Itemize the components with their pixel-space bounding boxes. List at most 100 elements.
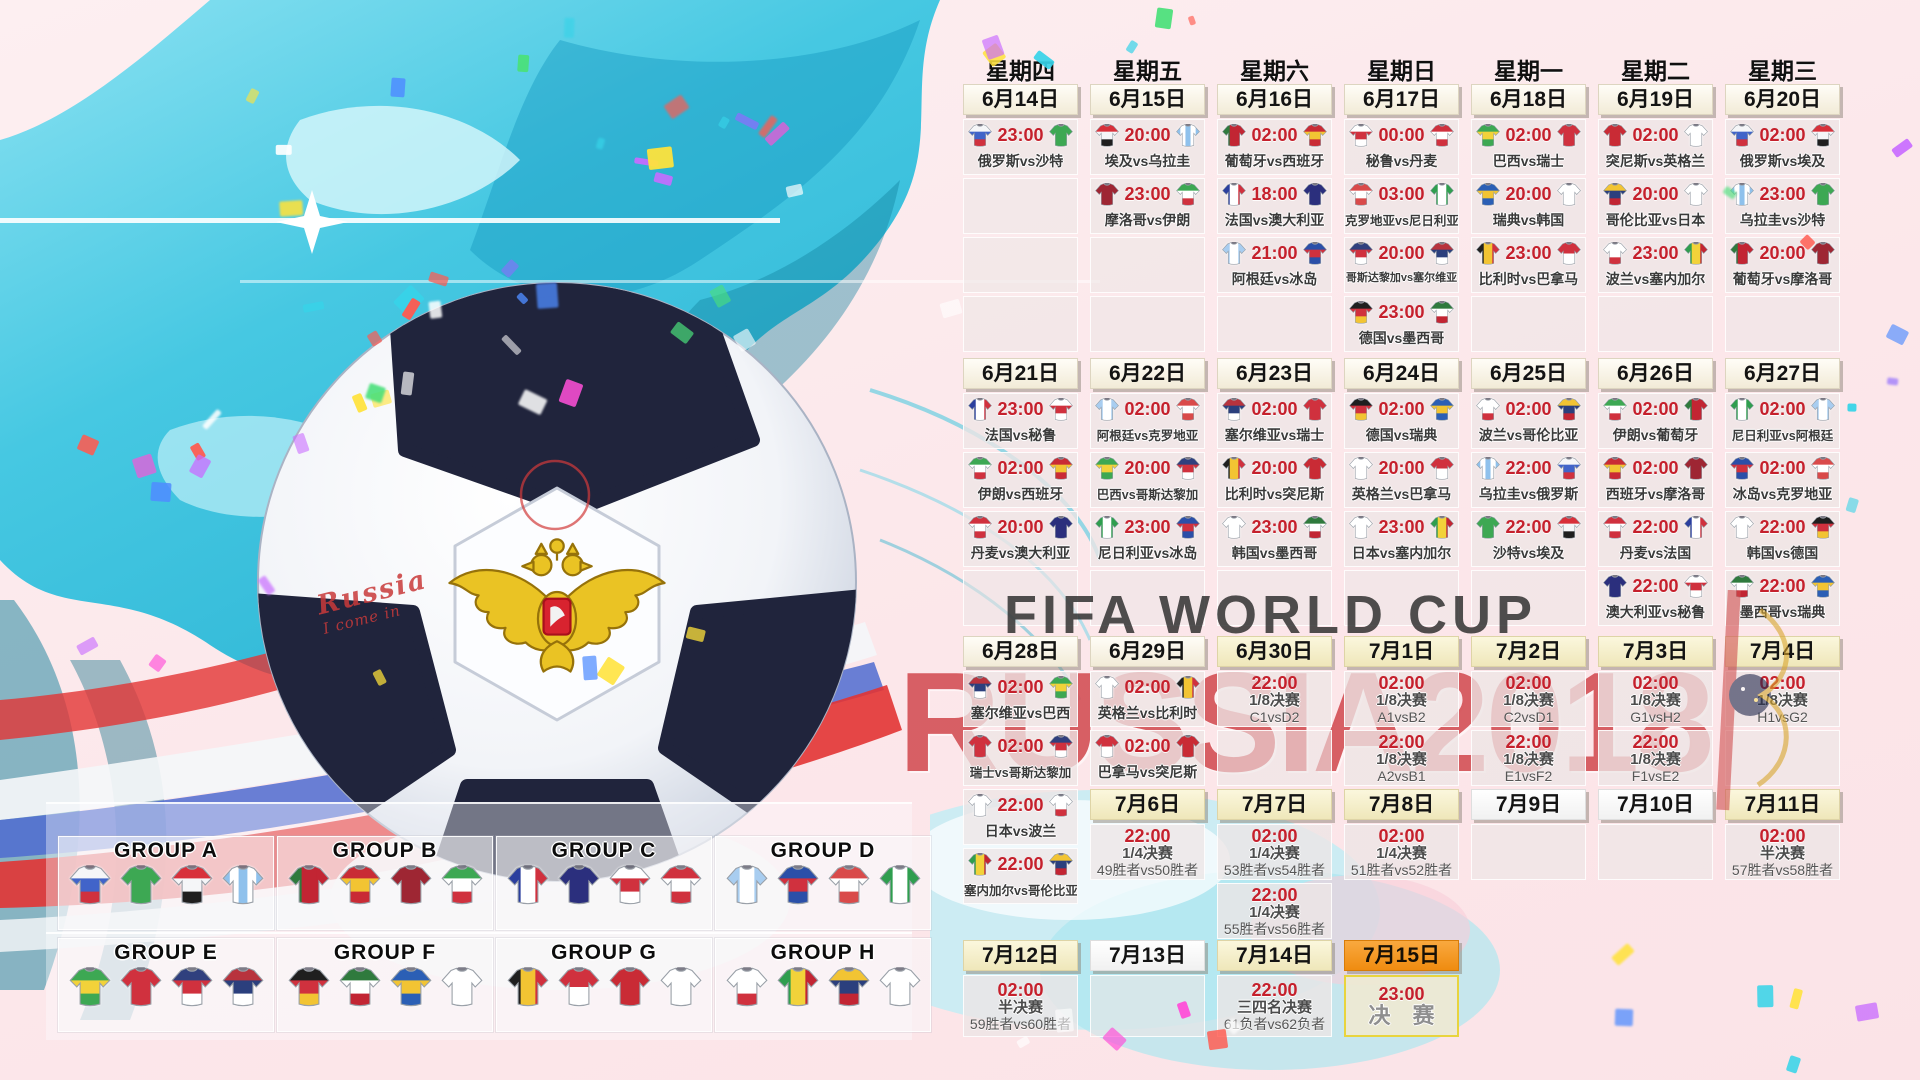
match-teams: 日本vs波兰	[984, 823, 1057, 839]
jersey-icon	[1730, 456, 1754, 480]
match-teams: 澳大利亚vs秘鲁	[1605, 604, 1706, 620]
jersey-icon	[1811, 515, 1835, 539]
confetti-piece	[1845, 496, 1859, 514]
date-header: 6月14日	[963, 84, 1078, 115]
pairing-label: 53胜者vs54胜者	[1223, 861, 1326, 878]
match-time: 20:00	[997, 516, 1044, 537]
match-cell: 02:00 波兰vs哥伦比亚	[1471, 393, 1586, 449]
confetti-piece	[1614, 1009, 1634, 1027]
confetti-piece	[279, 200, 304, 217]
match-time: 00:00	[1378, 124, 1425, 145]
jersey-icon	[1303, 456, 1327, 480]
jersey-icon	[440, 865, 483, 905]
weekday-label: 星期五	[1113, 58, 1182, 84]
jersey-icon	[1476, 456, 1500, 480]
jersey-icon	[1095, 397, 1119, 421]
confetti-piece	[1154, 6, 1175, 30]
date-header: 7月3日	[1598, 636, 1713, 667]
match-cell: 22:00 日本vs波兰	[963, 789, 1078, 845]
match-teams: 乌拉圭vs俄罗斯	[1478, 486, 1579, 502]
knockout-cell: 22:00 1/8决赛 F1vsE2	[1598, 730, 1713, 786]
day-column: 7月8日 02:00 1/4决赛 51胜者vs52胜者	[1344, 789, 1459, 883]
jersey-icon	[1476, 123, 1500, 147]
group-name: GROUP F	[333, 941, 437, 964]
match-cell: 23:00 法国vs秘鲁	[963, 393, 1078, 449]
confetti-piece	[1890, 138, 1913, 158]
jersey-icon	[1684, 574, 1708, 598]
jersey-icon	[968, 397, 992, 421]
group-jerseys	[68, 967, 265, 1007]
jersey-icon	[1476, 182, 1500, 206]
jersey-icon	[1176, 182, 1200, 206]
jersey-icon	[287, 865, 330, 905]
jersey-icon	[1430, 515, 1454, 539]
match-time: 23:00	[1378, 516, 1425, 537]
match-teams: 塞尔维亚vs巴西	[970, 705, 1071, 721]
jersey-icon	[1349, 123, 1373, 147]
pairing-label: A1vsB2	[1377, 708, 1426, 725]
match-time: 22:00	[1632, 731, 1679, 752]
jersey-icon	[659, 865, 702, 905]
knockout-cell: 22:00 1/4决赛 55胜者vs56胜者	[1217, 883, 1332, 939]
match-teams: 突尼斯vs英格兰	[1605, 153, 1706, 169]
match-teams: 阿根廷vs冰岛	[1231, 271, 1318, 287]
jersey-icon	[1811, 456, 1835, 480]
day-column: 6月29日 02:00 英格兰vs比利时 02:00 巴拿马vs突尼斯	[1090, 636, 1205, 789]
day-column: 6月19日 02:00 突尼斯vs英格兰 20:00 哥伦比亚vs日本 23:00 波兰vs…	[1598, 84, 1713, 355]
match-teams: 伊朗vs葡萄牙	[1612, 427, 1699, 443]
jersey-icon	[1222, 182, 1246, 206]
jersey-icon	[1049, 397, 1073, 421]
match-time: 23:00	[1759, 183, 1806, 204]
match-time: 02:00	[1124, 676, 1171, 697]
day-column: 6月18日 02:00 巴西vs瑞士 20:00 瑞典vs韩国 23:00 比利时vs巴拿马	[1471, 84, 1586, 355]
pairing-label: C1vsD2	[1249, 708, 1300, 725]
date-header: 7月12日	[963, 940, 1078, 971]
match-teams: 韩国vs墨西哥	[1231, 545, 1318, 561]
match-cell: 23:00 尼日利亚vs冰岛	[1090, 511, 1205, 567]
day-column: 6月16日 02:00 葡萄牙vs西班牙 18:00 法国vs澳大利亚 21:00 阿根廷v…	[1217, 84, 1332, 355]
stage-label: 1/8决赛	[1376, 691, 1427, 709]
jersey-icon	[1303, 241, 1327, 265]
pairing-label: 61负者vs62负者	[1223, 1015, 1326, 1032]
match-teams: 乌拉圭vs沙特	[1739, 212, 1826, 228]
confetti-piece	[275, 145, 293, 156]
confetti-piece	[1855, 1002, 1880, 1022]
match-cell: 02:00 塞尔维亚vs巴西	[963, 671, 1078, 727]
jersey-icon	[1730, 123, 1754, 147]
day-column: 22:00 日本vs波兰 22:00 塞内加尔vs哥伦比亚	[963, 789, 1078, 907]
match-teams: 阿根廷vs克罗地亚	[1096, 429, 1199, 443]
day-column: 6月30日 22:00 1/8决赛 C1vsD2	[1217, 636, 1332, 789]
match-time: 02:00	[1124, 735, 1171, 756]
match-cell: 02:00 巴西vs瑞士	[1471, 119, 1586, 175]
match-cell: 02:00 突尼斯vs英格兰	[1598, 119, 1713, 175]
confetti-piece	[1206, 1029, 1228, 1051]
day-column: 6月25日 02:00 波兰vs哥伦比亚 22:00 乌拉圭vs俄罗斯 22:00 沙特vs…	[1471, 358, 1586, 629]
match-cell: 02:00 伊朗vs西班牙	[963, 452, 1078, 508]
jersey-icon	[170, 967, 213, 1007]
match-cell: 22:00 丹麦vs法国	[1598, 511, 1713, 567]
date-header: 6月20日	[1725, 84, 1840, 115]
confetti-piece	[564, 17, 575, 38]
knockout-cell: 02:00 1/4决赛 53胜者vs54胜者	[1217, 824, 1332, 880]
group-jerseys	[287, 865, 484, 905]
trophy-ornament	[1716, 590, 1789, 811]
match-cell: 02:00 葡萄牙vs西班牙	[1217, 119, 1332, 175]
confetti-piece	[1847, 402, 1857, 412]
date-header: 7月11日	[1725, 789, 1840, 820]
jersey-icon	[1049, 734, 1073, 758]
jersey-icon	[1476, 397, 1500, 421]
jersey-icon	[878, 967, 921, 1007]
match-cell: 22:00 澳大利亚vs秘鲁	[1598, 570, 1713, 626]
match-time: 20:00	[1251, 457, 1298, 478]
date-header: 6月26日	[1598, 358, 1713, 389]
match-teams: 巴拿马vs突尼斯	[1097, 764, 1198, 780]
stage-label: 1/8决赛	[1249, 691, 1300, 709]
stage-label: 1/8决赛	[1503, 691, 1554, 709]
date-header: 6月23日	[1217, 358, 1332, 389]
confetti-piece	[150, 481, 172, 503]
match-cell: 23:00 德国vs墨西哥	[1344, 296, 1459, 352]
jersey-icon	[389, 865, 432, 905]
match-cell: 23:00 俄罗斯vs沙特	[963, 119, 1078, 175]
knockout-cell: 22:00 1/8决赛 A2vsB1	[1344, 730, 1459, 786]
match-time: 02:00	[1505, 398, 1552, 419]
